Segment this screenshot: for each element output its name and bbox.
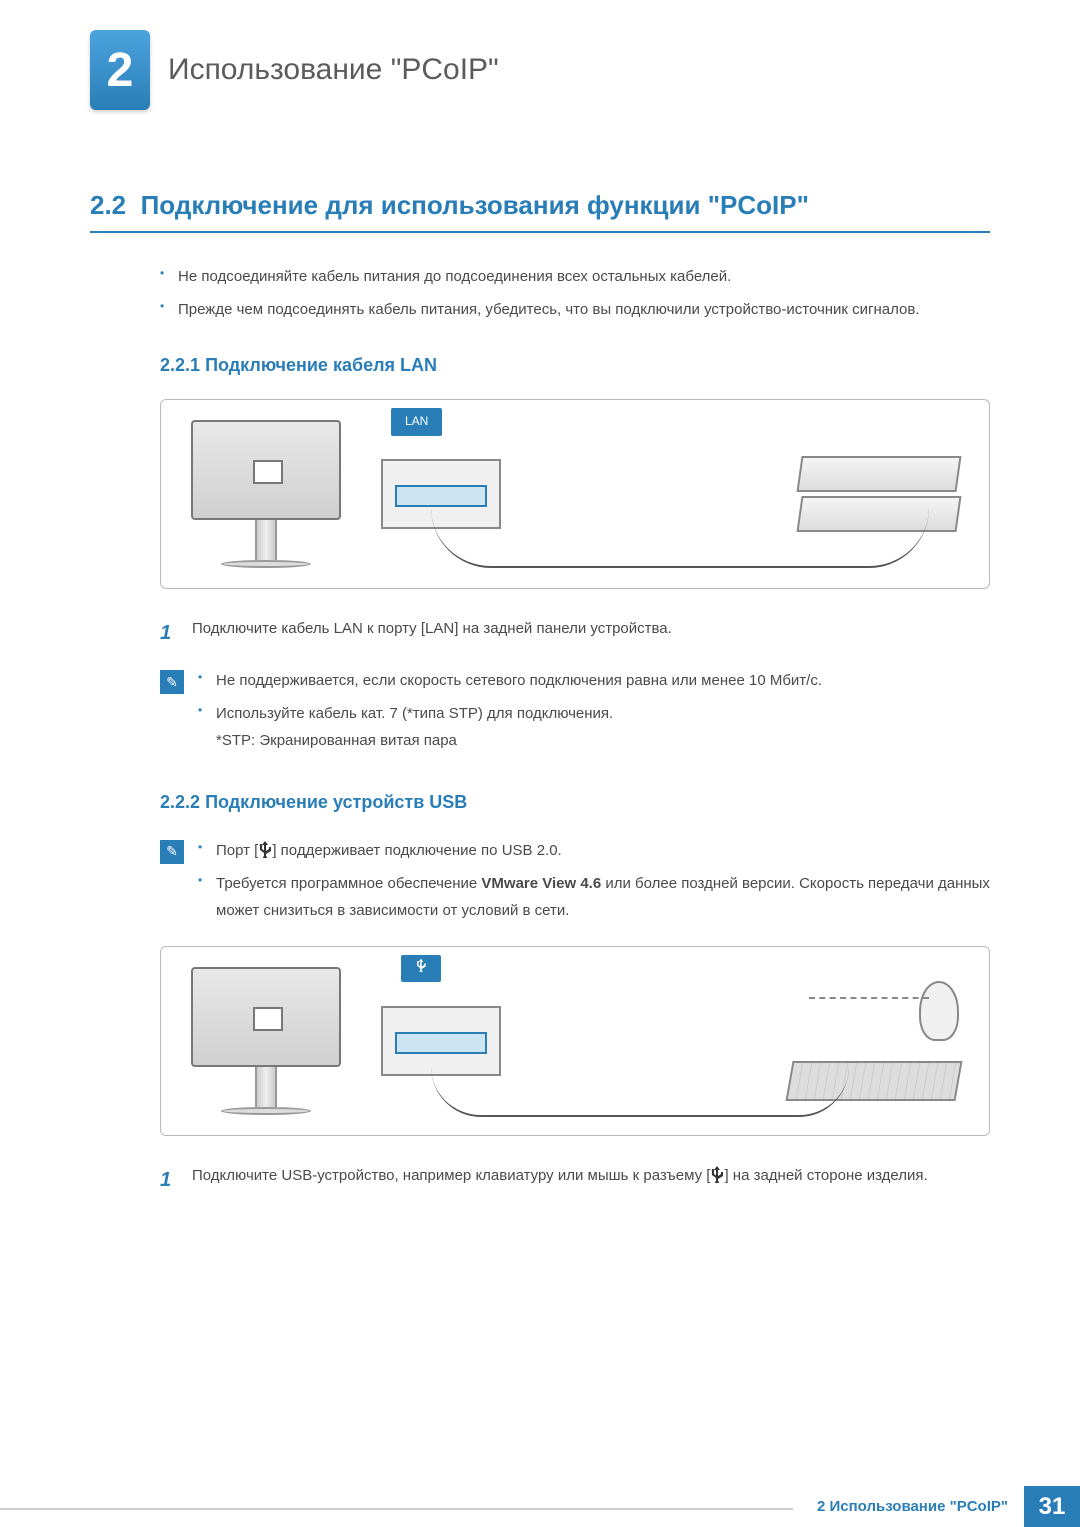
step-text: Подключите кабель LAN к порту [LAN] на з… <box>192 615 672 651</box>
note-block: ✎ Порт [] поддерживает подключение по US… <box>160 837 990 930</box>
lan-port-label: LAN <box>391 408 442 436</box>
mouse-illustration <box>919 981 959 1041</box>
note-bullet: Требуется программное обеспечение VMware… <box>198 870 990 924</box>
footer-line <box>0 1508 793 1527</box>
usb-icon <box>710 1165 724 1192</box>
step-number: 1 <box>160 615 180 651</box>
section-heading: 2.2 Подключение для использования функци… <box>90 190 990 233</box>
section-underline <box>90 231 990 233</box>
intro-bullet: Прежде чем подсоединять кабель питания, … <box>160 296 990 323</box>
step-row: 1 Подключите кабель LAN к порту [LAN] на… <box>160 615 990 651</box>
port-block <box>381 1006 501 1076</box>
cable-illustration <box>431 508 929 568</box>
note-bullet: Порт [] поддерживает подключение по USB … <box>198 837 990 864</box>
note-icon: ✎ <box>160 840 184 864</box>
monitor-illustration <box>191 420 341 568</box>
section-title: Подключение для использования функции "P… <box>141 190 809 220</box>
lan-diagram: LAN <box>160 399 990 589</box>
step-row: 1 Подключите USB-устройство, например кл… <box>160 1162 990 1198</box>
usb-icon <box>258 840 272 867</box>
usb-port-label <box>401 955 441 983</box>
note-block: ✎ Не поддерживается, если скорость сетев… <box>160 667 990 760</box>
usb-diagram <box>160 946 990 1136</box>
intro-bullet: Не подсоединяйте кабель питания до подсо… <box>160 263 990 290</box>
chapter-number-badge: 2 <box>90 30 150 110</box>
chapter-header: 2 Использование "PCoIP" <box>90 30 990 110</box>
cable-dashed <box>809 997 929 999</box>
note-bullet: Не поддерживается, если скорость сетевог… <box>198 667 990 694</box>
chapter-title: Использование "PCoIP" <box>168 53 499 87</box>
page-footer: 2 Использование "PCoIP" 31 <box>0 1486 1080 1527</box>
intro-bullets: Не подсоединяйте кабель питания до подсо… <box>160 263 990 323</box>
section-number: 2.2 <box>90 190 126 220</box>
note-bullet: Используйте кабель кат. 7 (*типа STP) дл… <box>198 700 990 754</box>
subsection-heading-lan: 2.2.1 Подключение кабеля LAN <box>160 349 990 381</box>
footer-text: 2 Использование "PCoIP" <box>793 1486 1024 1527</box>
step-text: Подключите USB-устройство, например клав… <box>192 1162 928 1198</box>
monitor-illustration <box>191 967 341 1115</box>
footer-page-number: 31 <box>1024 1486 1080 1527</box>
subsection-heading-usb: 2.2.2 Подключение устройств USB <box>160 786 990 818</box>
note-footnote: *STP: Экранированная витая пара <box>216 732 457 749</box>
note-icon: ✎ <box>160 670 184 694</box>
cable-illustration <box>431 1067 849 1117</box>
step-number: 1 <box>160 1162 180 1198</box>
